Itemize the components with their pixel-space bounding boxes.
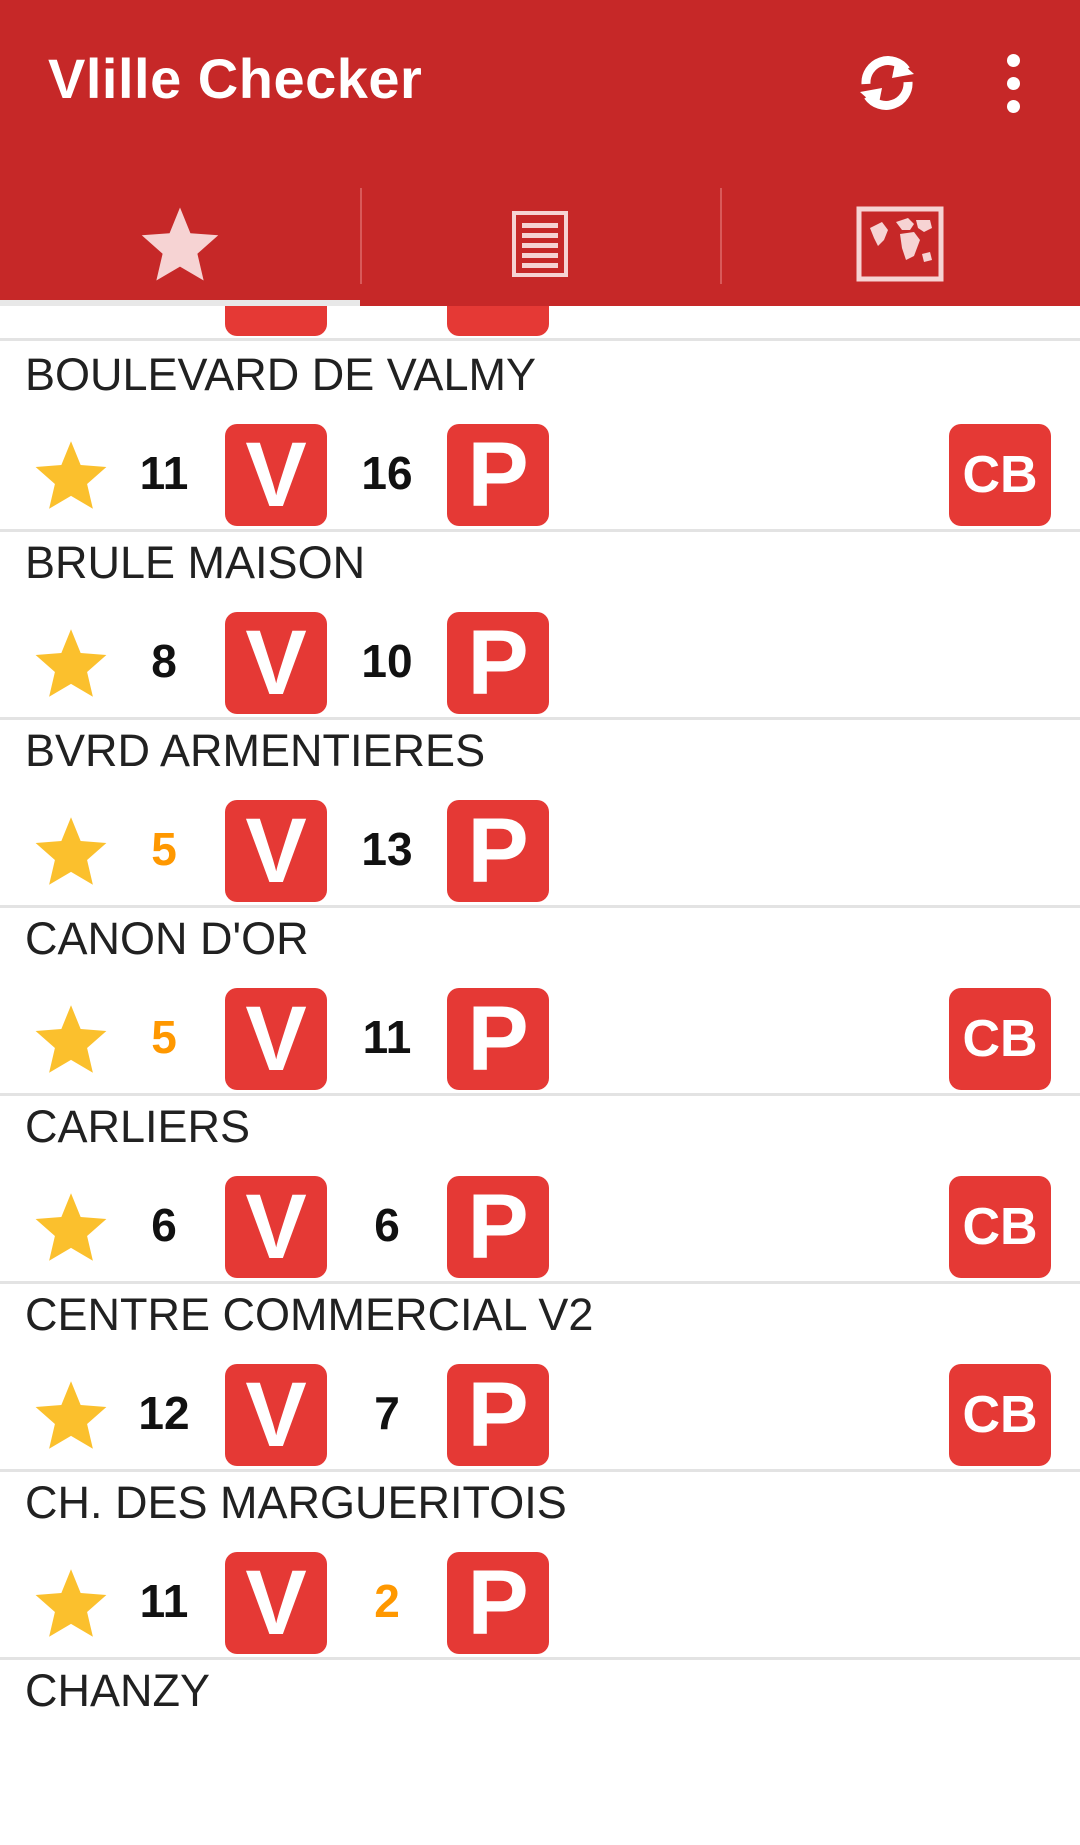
tab-list[interactable] [360,182,720,306]
station-name: BVRD ARMENTIERES [25,725,486,776]
places-badge: P [447,1552,549,1654]
bikes-badge: V [225,612,327,714]
star-icon[interactable] [32,1378,110,1452]
card-payment-badge: CB [949,1176,1051,1278]
bikes-count: 8 [151,635,177,687]
star-icon [141,207,219,281]
station-row[interactable]: CENTRE COMMERCIAL V2 12 V 7 P CB [0,1281,1080,1469]
divider [0,529,1080,532]
station-name: CHANZY [25,1665,211,1716]
places-badge: P [447,1364,549,1466]
station-row[interactable]: BOULEVARD DE VALMY 11 V 16 P CB [0,341,1080,529]
divider [0,1281,1080,1284]
station-row[interactable]: BVRD ARMENTIERES 5 V 13 P [0,717,1080,905]
divider [0,717,1080,720]
bikes-badge: V [225,800,327,902]
bikes-badge: V [225,1364,327,1466]
station-name: CANON D'OR [25,913,309,964]
places-badge: P [447,800,549,902]
tab-selected-indicator [0,300,360,306]
v-badge [225,306,327,336]
bikes-badge: V [225,988,327,1090]
bikes-badge: V [225,1552,327,1654]
star-icon[interactable] [32,1190,110,1264]
places-count: 11 [362,1011,412,1063]
card-payment-badge: CB [949,1364,1051,1466]
places-count: 7 [374,1387,400,1439]
station-name: CENTRE COMMERCIAL V2 [25,1289,594,1340]
bikes-badge: V [225,1176,327,1278]
refresh-button[interactable] [842,38,932,128]
places-badge: P [447,1176,549,1278]
bikes-count: 5 [151,1011,177,1063]
station-name: BOULEVARD DE VALMY [25,349,536,400]
station-name: CARLIERS [25,1101,251,1152]
star-icon[interactable] [32,814,110,888]
tab-favorites[interactable] [0,182,360,306]
overflow-menu-button[interactable] [968,38,1058,128]
tab-separator [360,188,362,284]
station-name: BRULE MAISON [25,537,366,588]
places-badge: P [447,424,549,526]
station-row[interactable]: CARLIERS 6 V 6 P CB [0,1093,1080,1281]
places-badge: P [447,988,549,1090]
station-row[interactable]: CANON D'OR 5 V 11 P CB [0,905,1080,1093]
bikes-count: 6 [151,1199,177,1251]
places-count: 2 [374,1575,400,1627]
star-icon[interactable] [32,1566,110,1640]
bikes-count: 12 [138,1387,190,1439]
tab-map[interactable] [720,182,1080,306]
divider [0,338,1080,341]
card-payment-badge: CB [949,988,1051,1090]
app-title: Vlille Checker [48,47,423,110]
star-icon[interactable] [32,626,110,700]
places-count: 16 [361,447,413,499]
station-row[interactable]: BRULE MAISON 8 V 10 P [0,529,1080,717]
divider [0,1657,1080,1660]
card-payment-badge: CB [949,424,1051,526]
places-count: 6 [374,1199,400,1251]
refresh-icon [860,56,914,110]
tab-separator [720,188,722,284]
divider [0,1469,1080,1472]
list-icon [512,211,568,277]
p-badge [447,306,549,336]
star-icon[interactable] [32,1002,110,1076]
divider [0,1093,1080,1096]
app-bar: Vlille Checker [0,0,1080,306]
station-row[interactable]: CH. DES MARGUERITOIS 11 V 2 P [0,1469,1080,1657]
bikes-count: 11 [139,447,189,499]
more-vert-icon [1006,53,1020,113]
places-badge: P [447,612,549,714]
tab-bar [0,182,1080,306]
bikes-badge: V [225,424,327,526]
bikes-count: 11 [139,1575,189,1627]
station-row[interactable]: CHANZY [0,1657,1080,1845]
bikes-count: 5 [151,823,177,875]
places-count: 13 [361,823,413,875]
places-count: 10 [361,635,413,687]
station-name: CH. DES MARGUERITOIS [25,1477,567,1528]
star-icon[interactable] [32,438,110,512]
divider [0,905,1080,908]
map-icon [856,206,944,282]
